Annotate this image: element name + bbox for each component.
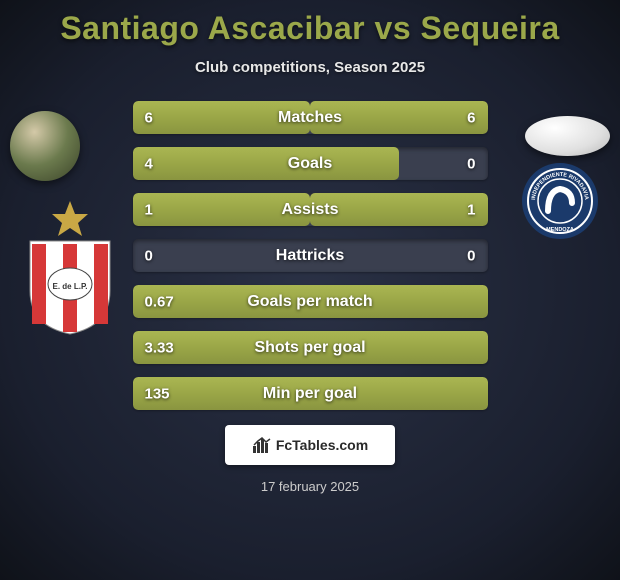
stat-value-left: 0 (145, 247, 153, 264)
stat-bar-track: Matches 6 6 (133, 101, 488, 134)
stat-row: Assists 1 1 (133, 193, 488, 226)
stat-bar-track: Min per goal 135 (133, 377, 488, 410)
stat-bars: Matches66Goals40Assists11Hattricks00Goal… (133, 101, 488, 410)
stat-value-right: 6 (467, 109, 475, 126)
stat-label: Assists (282, 201, 339, 219)
stat-value-left: 1 (145, 201, 153, 218)
stat-row: Goals per match 0.67 (133, 285, 488, 318)
stat-value-right: 1 (467, 201, 475, 218)
stat-label: Shots per goal (254, 339, 365, 357)
stat-label: Goals per match (247, 293, 372, 311)
stat-value-left: 135 (145, 385, 170, 402)
page-subtitle: Club competitions, Season 2025 (0, 59, 620, 76)
stat-bar-track: Goals 4 0 (133, 147, 488, 180)
stat-row: Goals 4 0 (133, 147, 488, 180)
stat-value-left: 4 (145, 155, 153, 172)
player-right-avatar (525, 116, 610, 156)
svg-text:E. de L.P.: E. de L.P. (53, 282, 88, 291)
page: Santiago Ascacibar vs Sequeira Club comp… (0, 0, 620, 580)
svg-text:MENDOZA: MENDOZA (546, 227, 574, 233)
stat-row: Min per goal 135 (133, 377, 488, 410)
page-title: Santiago Ascacibar vs Sequeira (0, 10, 620, 47)
stat-bar-fill-left (133, 147, 399, 180)
stat-bar-track: Shots per goal 3.33 (133, 331, 488, 364)
comparison-content: E. de L.P. INDEPENDIENTE RIVADAVIA MENDO… (0, 101, 620, 494)
brand-badge: FcTables.com (225, 425, 395, 465)
stat-bar-track: Hattricks 0 0 (133, 239, 488, 272)
stat-value-left: 0.67 (145, 293, 174, 310)
team-right-crest: INDEPENDIENTE RIVADAVIA MENDOZA (520, 161, 600, 241)
stat-value-left: 6 (145, 109, 153, 126)
stat-label: Min per goal (263, 385, 357, 403)
stat-label: Matches (278, 109, 342, 127)
player-left-avatar (10, 111, 80, 181)
stat-value-left: 3.33 (145, 339, 174, 356)
stat-value-right: 0 (467, 247, 475, 264)
stat-label: Hattricks (276, 247, 344, 265)
stat-bar-track: Assists 1 1 (133, 193, 488, 226)
stat-row: Shots per goal 3.33 (133, 331, 488, 364)
stat-value-right: 0 (467, 155, 475, 172)
stat-label: Goals (288, 155, 332, 173)
footer-date: 17 february 2025 (0, 479, 620, 494)
brand-text: FcTables.com (276, 437, 368, 453)
stat-bar-track: Goals per match 0.67 (133, 285, 488, 318)
team-left-crest: E. de L.P. (20, 196, 120, 336)
stat-row: Hattricks 0 0 (133, 239, 488, 272)
stat-row: Matches 6 6 (133, 101, 488, 134)
